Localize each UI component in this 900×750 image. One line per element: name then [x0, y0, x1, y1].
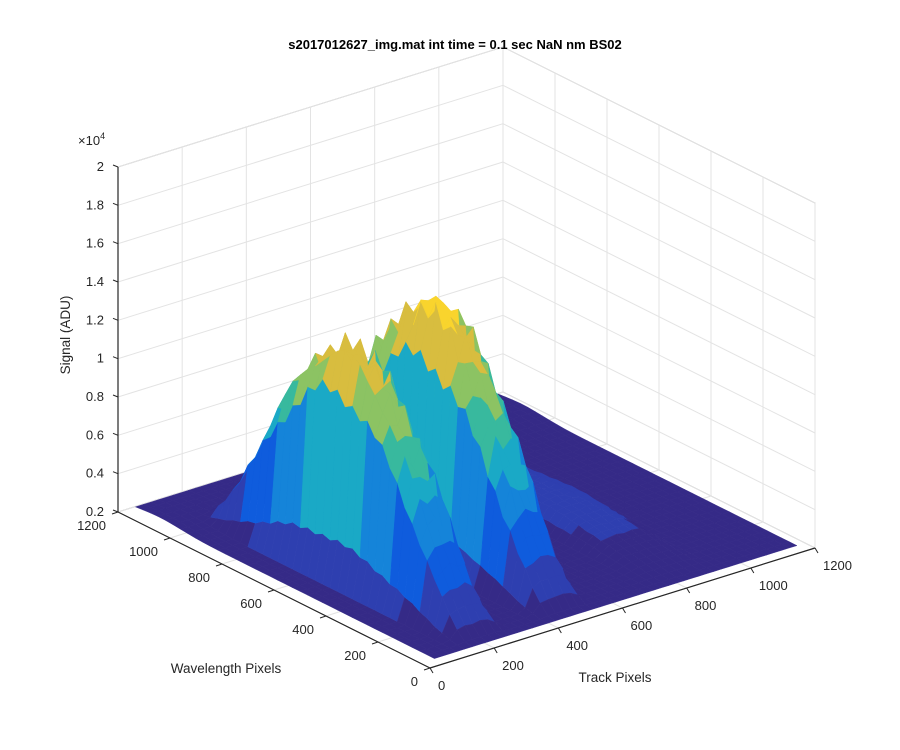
z-axis-label: Signal (ADU)	[58, 296, 73, 375]
y-tick-label: 400	[292, 622, 314, 637]
grid-line	[117, 123, 504, 245]
x-tick	[622, 607, 626, 614]
x-tick	[750, 567, 755, 574]
x-tick-label: 400	[566, 638, 588, 653]
z-tick-label: 1	[97, 351, 104, 366]
x-tick-label: 1000	[759, 578, 788, 593]
y-tick	[423, 667, 431, 671]
chart-title: s2017012627_img.mat int time = 0.1 sec N…	[288, 37, 622, 52]
z-tick-label: 1.4	[86, 274, 104, 289]
grid-line	[502, 391, 816, 549]
y-tick	[111, 511, 119, 515]
grid-line	[117, 46, 504, 168]
x-tick-label: 1200	[823, 558, 852, 573]
y-tick	[267, 589, 275, 593]
grid-line	[502, 46, 816, 204]
x-axis-label: Track Pixels	[578, 670, 651, 685]
x-tick-label: 0	[438, 678, 445, 693]
y-tick-label: 200	[344, 648, 366, 663]
y-tick-label: 600	[240, 596, 262, 611]
y-tick	[215, 563, 223, 567]
z-tick-label: 0.8	[86, 389, 104, 404]
grid-line	[502, 276, 816, 434]
z-exponent-label: ×104	[78, 131, 105, 148]
z-tick-label: 1.6	[86, 236, 104, 251]
x-tick	[557, 627, 562, 634]
grid-line	[117, 161, 504, 283]
z-tick	[112, 471, 119, 475]
surface	[134, 295, 798, 659]
y-tick	[319, 615, 327, 619]
grid-line	[502, 161, 816, 319]
y-tick	[371, 641, 379, 645]
grid-line	[117, 199, 504, 321]
z-tick-label: 2	[97, 159, 104, 174]
grid-line	[502, 123, 816, 281]
grid-line	[502, 314, 816, 472]
y-axis-label: Wavelength Pixels	[171, 661, 282, 676]
grid-line	[502, 353, 816, 511]
y-tick	[163, 537, 171, 541]
x-tick-label: 800	[695, 598, 717, 613]
z-tick	[112, 356, 119, 360]
y-tick-label: 1200	[77, 518, 106, 533]
z-tick	[112, 317, 119, 321]
z-tick-label: 0.4	[86, 466, 104, 481]
z-tick	[112, 202, 119, 206]
x-tick	[814, 547, 819, 554]
z-tick-label: 1.8	[86, 197, 104, 212]
grid-line	[117, 276, 504, 398]
z-tick	[112, 394, 119, 398]
grid-line	[502, 199, 816, 357]
x-tick-label: 600	[631, 618, 653, 633]
z-tick	[112, 432, 119, 436]
z-tick	[112, 164, 119, 168]
z-tick-label: 0.6	[86, 427, 104, 442]
y-tick-label: 800	[188, 570, 210, 585]
x-tick-label: 200	[502, 658, 524, 673]
axis-ticks: 0200400600800100012000200400600800100012…	[77, 159, 852, 693]
grid-line	[502, 84, 816, 242]
grid-line	[117, 238, 504, 360]
grid-line	[502, 238, 816, 396]
x-tick	[429, 667, 434, 674]
z-tick	[112, 509, 119, 513]
grid-line	[117, 84, 504, 206]
y-tick-label: 1000	[129, 544, 158, 559]
surface-patch	[781, 541, 798, 549]
x-tick	[686, 587, 691, 594]
y-tick-label: 0	[411, 674, 418, 689]
x-tick	[493, 647, 498, 654]
z-tick-label: 1.2	[86, 312, 104, 327]
z-tick-label: 0.2	[86, 504, 104, 519]
z-tick	[112, 241, 119, 245]
z-tick	[112, 279, 119, 283]
